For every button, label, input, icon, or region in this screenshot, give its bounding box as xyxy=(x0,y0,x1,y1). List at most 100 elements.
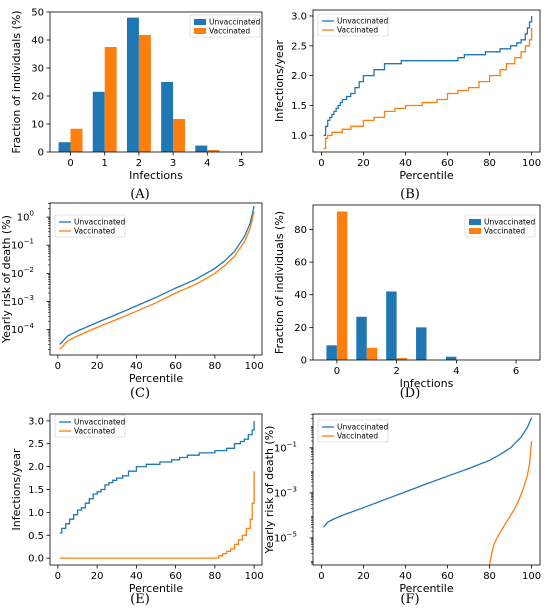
bar-unvaccinated-0 xyxy=(326,345,337,360)
x-tick-label: 80 xyxy=(483,158,496,169)
x-tick-label: 80 xyxy=(209,361,222,372)
legend-label: Unvaccinated xyxy=(337,423,389,432)
line-unvaccinated xyxy=(59,205,255,345)
bar-vaccinated-2 xyxy=(396,358,408,360)
y-tick-label: 10−2 xyxy=(11,266,34,280)
bar-vaccinated-0 xyxy=(70,128,83,152)
y-axis-label: Yearly risk of death (%) xyxy=(263,426,276,555)
x-tick-label: 0 xyxy=(55,361,61,372)
panel-e: 0 20 40 60 80 100 0.0 0.5 1.0 1.5 2.0 2.5 3.0 Percent… xyxy=(10,413,264,607)
x-axis-label: Percentile xyxy=(399,582,454,595)
panel-f: 0 20 40 60 80 100 10−5 10−3 10−1 Percentile Yearly… xyxy=(263,413,541,607)
line-unvaccinated xyxy=(323,16,533,136)
y-tick-label: 2.5 xyxy=(28,439,44,450)
bar-unvaccinated-4 xyxy=(195,145,208,152)
x-tick-label: 100 xyxy=(245,361,264,372)
x-tick-label: 2 xyxy=(393,366,399,377)
y-tick-label: 0 xyxy=(301,356,307,367)
x-tick-label: 100 xyxy=(522,571,541,582)
x-tick-label: 40 xyxy=(399,158,412,169)
bar-unvaccinated-0 xyxy=(58,142,71,152)
x-tick-label: 0 xyxy=(55,571,61,582)
panel-caption: (B) xyxy=(400,187,420,202)
y-tick-label: 0 xyxy=(38,148,44,159)
y-tick-label: 2.5 xyxy=(291,41,307,52)
panel-caption: (C) xyxy=(130,386,150,401)
x-tick-label: 100 xyxy=(245,571,264,582)
y-tick-label: 2.0 xyxy=(28,462,44,473)
y-tick-label: 40 xyxy=(31,36,44,47)
axes-frame xyxy=(312,204,541,361)
y-tick-label: 30 xyxy=(31,64,44,75)
line-vaccinated xyxy=(323,27,533,150)
legend-box xyxy=(54,214,126,238)
axes-frame xyxy=(49,11,263,153)
y-tick-label: 100 xyxy=(17,210,34,224)
y-tick-label: 40 xyxy=(294,290,307,301)
y-tick-label: 10−3 xyxy=(11,294,34,308)
y-axis-label: Fraction of individuals (%) xyxy=(10,10,23,153)
y-tick-label: 50 xyxy=(31,8,44,19)
bar-unvaccinated-2 xyxy=(386,291,397,360)
x-axis-label: Percentile xyxy=(399,169,454,182)
legend-swatch xyxy=(194,19,206,25)
legend-label: Unvaccinated xyxy=(337,17,389,26)
legend-label: Vaccinated xyxy=(337,26,378,35)
x-tick-label: 40 xyxy=(130,361,143,372)
y-tick-label: 60 xyxy=(294,258,307,269)
y-tick-label: 0.0 xyxy=(28,554,44,565)
bar-unvaccinated-3 xyxy=(416,327,427,360)
x-tick-label: 60 xyxy=(441,571,454,582)
x-tick-label: 20 xyxy=(357,571,370,582)
legend-box xyxy=(317,13,389,37)
axes-frame xyxy=(312,413,541,566)
panel-caption: (F) xyxy=(400,592,419,607)
legend-label: Vaccinated xyxy=(74,427,115,436)
plot-area xyxy=(59,420,255,559)
x-tick-label: 0 xyxy=(318,571,324,582)
x-tick-label: 100 xyxy=(522,158,541,169)
y-axis-label: Yearly risk of death (%) xyxy=(0,215,13,344)
y-tick-label: 0.5 xyxy=(28,531,44,542)
legend-label: Unvaccinated xyxy=(74,418,126,427)
y-tick-label: 10−1 xyxy=(274,440,297,454)
bar-vaccinated-2 xyxy=(138,34,151,152)
x-tick-label: 20 xyxy=(91,571,104,582)
plot-area xyxy=(326,211,457,360)
y-tick-label: 10 xyxy=(31,120,44,131)
legend-box xyxy=(464,214,536,238)
legend-swatch xyxy=(469,228,481,234)
x-tick-label: 4 xyxy=(453,366,459,377)
x-tick-label: 80 xyxy=(483,571,496,582)
legend-label: Vaccinated xyxy=(484,227,525,236)
legend-box xyxy=(54,414,126,438)
x-tick-label: 60 xyxy=(169,361,182,372)
x-axis-label: Percentile xyxy=(129,372,184,385)
line-unvaccinated xyxy=(59,420,255,534)
legend-label: Unvaccinated xyxy=(74,218,126,227)
y-tick-label: 10−5 xyxy=(274,530,297,544)
x-tick-label: 60 xyxy=(441,158,454,169)
x-axis-label: Percentile xyxy=(129,582,184,595)
y-axis-label: Fraction of individuals (%) xyxy=(273,211,286,354)
legend-label: Unvaccinated xyxy=(209,18,261,27)
panel-caption: (A) xyxy=(130,187,150,202)
x-tick-label: 3 xyxy=(170,158,176,169)
x-tick-label: 20 xyxy=(357,158,370,169)
line-unvaccinated xyxy=(323,417,533,528)
legend-swatch xyxy=(469,219,481,225)
line-vaccinated xyxy=(489,440,533,565)
y-axis-label: Infections/year xyxy=(273,40,286,122)
x-tick-label: 0 xyxy=(67,158,73,169)
x-tick-label: 4 xyxy=(204,158,210,169)
x-tick-label: 2 xyxy=(136,158,142,169)
panel-c: 0 20 40 60 80 100 10−4 10−3 10−2 10−1 100 Percentil… xyxy=(0,202,264,401)
y-tick-label: 2.0 xyxy=(291,71,307,82)
x-tick-label: 5 xyxy=(238,158,244,169)
x-axis-label: Infections xyxy=(400,377,454,390)
y-tick-label: 80 xyxy=(294,225,307,236)
